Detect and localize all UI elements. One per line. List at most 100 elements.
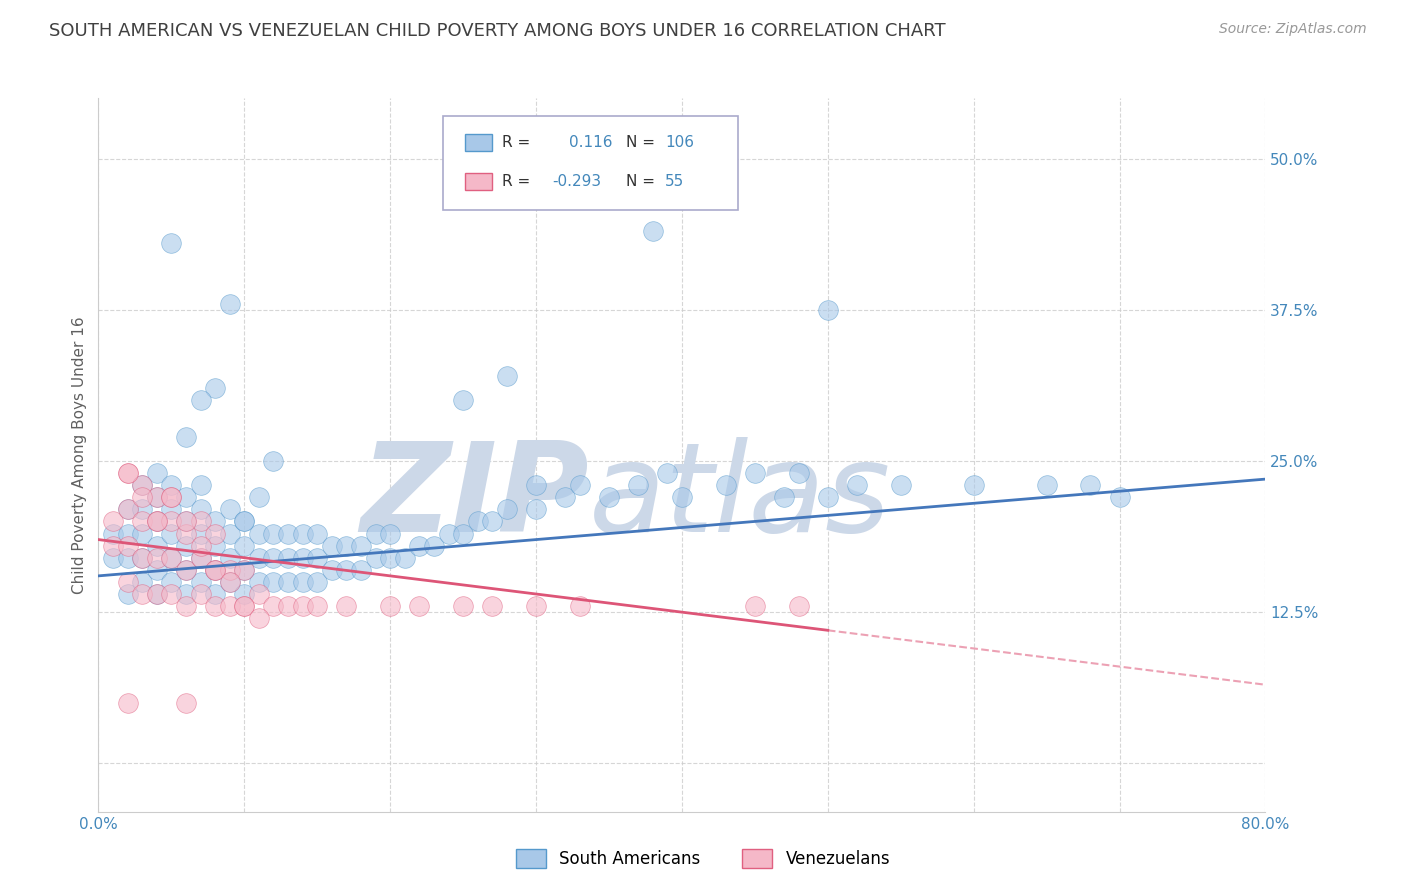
Point bbox=[307, 550, 329, 565]
Point bbox=[291, 526, 314, 541]
Point bbox=[190, 478, 212, 492]
Point bbox=[233, 599, 256, 613]
Point bbox=[160, 502, 183, 516]
Point bbox=[481, 599, 503, 613]
Point bbox=[671, 490, 693, 504]
Point bbox=[350, 563, 373, 577]
Point bbox=[101, 526, 124, 541]
Point bbox=[1108, 490, 1130, 504]
Point bbox=[117, 502, 139, 516]
Point bbox=[160, 526, 183, 541]
Text: SOUTH AMERICAN VS VENEZUELAN CHILD POVERTY AMONG BOYS UNDER 16 CORRELATION CHART: SOUTH AMERICAN VS VENEZUELAN CHILD POVER… bbox=[49, 22, 946, 40]
Point bbox=[146, 563, 169, 577]
Point bbox=[190, 393, 212, 408]
Point bbox=[174, 696, 197, 710]
Point bbox=[160, 490, 183, 504]
Point bbox=[817, 302, 839, 317]
Point bbox=[174, 490, 197, 504]
Point bbox=[890, 478, 912, 492]
Text: N =: N = bbox=[626, 174, 655, 188]
Point bbox=[218, 599, 240, 613]
Point bbox=[218, 502, 240, 516]
Legend: South Americans, Venezuelans: South Americans, Venezuelans bbox=[509, 843, 897, 875]
Point bbox=[307, 574, 329, 589]
Point bbox=[160, 550, 183, 565]
Point bbox=[204, 563, 226, 577]
Point bbox=[262, 550, 284, 565]
Point bbox=[277, 526, 299, 541]
Text: N =: N = bbox=[626, 136, 655, 150]
Point bbox=[714, 478, 737, 492]
Point bbox=[495, 502, 517, 516]
Point bbox=[307, 526, 329, 541]
Point bbox=[117, 466, 139, 480]
Point bbox=[744, 466, 766, 480]
Point bbox=[131, 526, 153, 541]
Point bbox=[190, 550, 212, 565]
Point bbox=[160, 236, 183, 251]
Point bbox=[364, 526, 387, 541]
Point bbox=[160, 478, 183, 492]
Point bbox=[524, 478, 547, 492]
Point bbox=[190, 515, 212, 529]
Point bbox=[641, 224, 664, 238]
Point bbox=[160, 550, 183, 565]
Point bbox=[817, 490, 839, 504]
Point bbox=[146, 587, 169, 601]
Text: R =: R = bbox=[502, 136, 530, 150]
Point bbox=[657, 466, 679, 480]
Point bbox=[190, 550, 212, 565]
Text: Source: ZipAtlas.com: Source: ZipAtlas.com bbox=[1219, 22, 1367, 37]
Point bbox=[131, 550, 153, 565]
Point bbox=[1080, 478, 1102, 492]
Point bbox=[247, 526, 270, 541]
Point bbox=[787, 599, 810, 613]
Point bbox=[218, 526, 240, 541]
Point bbox=[174, 515, 197, 529]
Text: 55: 55 bbox=[665, 174, 685, 188]
Point bbox=[131, 502, 153, 516]
Point bbox=[131, 515, 153, 529]
Point bbox=[451, 393, 474, 408]
Point bbox=[190, 587, 212, 601]
Point bbox=[627, 478, 650, 492]
Point bbox=[160, 574, 183, 589]
Point bbox=[174, 599, 197, 613]
Point bbox=[962, 478, 984, 492]
Point bbox=[131, 478, 153, 492]
Point bbox=[190, 574, 212, 589]
Point bbox=[335, 563, 357, 577]
Point bbox=[408, 599, 430, 613]
Text: -0.293: -0.293 bbox=[553, 174, 602, 188]
Text: R =: R = bbox=[502, 174, 530, 188]
Point bbox=[481, 515, 503, 529]
Point bbox=[218, 563, 240, 577]
Point bbox=[131, 574, 153, 589]
Point bbox=[277, 574, 299, 589]
Point bbox=[146, 515, 169, 529]
Point bbox=[117, 574, 139, 589]
Point bbox=[378, 526, 402, 541]
Point bbox=[787, 466, 810, 480]
Point bbox=[394, 550, 416, 565]
Point bbox=[524, 599, 547, 613]
Point bbox=[467, 515, 489, 529]
Point bbox=[291, 599, 314, 613]
Point bbox=[568, 599, 591, 613]
Point bbox=[146, 466, 169, 480]
Point bbox=[174, 587, 197, 601]
Point bbox=[174, 563, 197, 577]
Point bbox=[146, 490, 169, 504]
Point bbox=[554, 490, 576, 504]
Point bbox=[204, 599, 226, 613]
Point bbox=[131, 587, 153, 601]
Point bbox=[204, 587, 226, 601]
Point bbox=[408, 539, 430, 553]
Point bbox=[335, 539, 357, 553]
Point bbox=[437, 526, 460, 541]
Point bbox=[364, 550, 387, 565]
Point bbox=[117, 696, 139, 710]
Point bbox=[218, 297, 240, 311]
Point bbox=[204, 381, 226, 395]
Point bbox=[174, 526, 197, 541]
